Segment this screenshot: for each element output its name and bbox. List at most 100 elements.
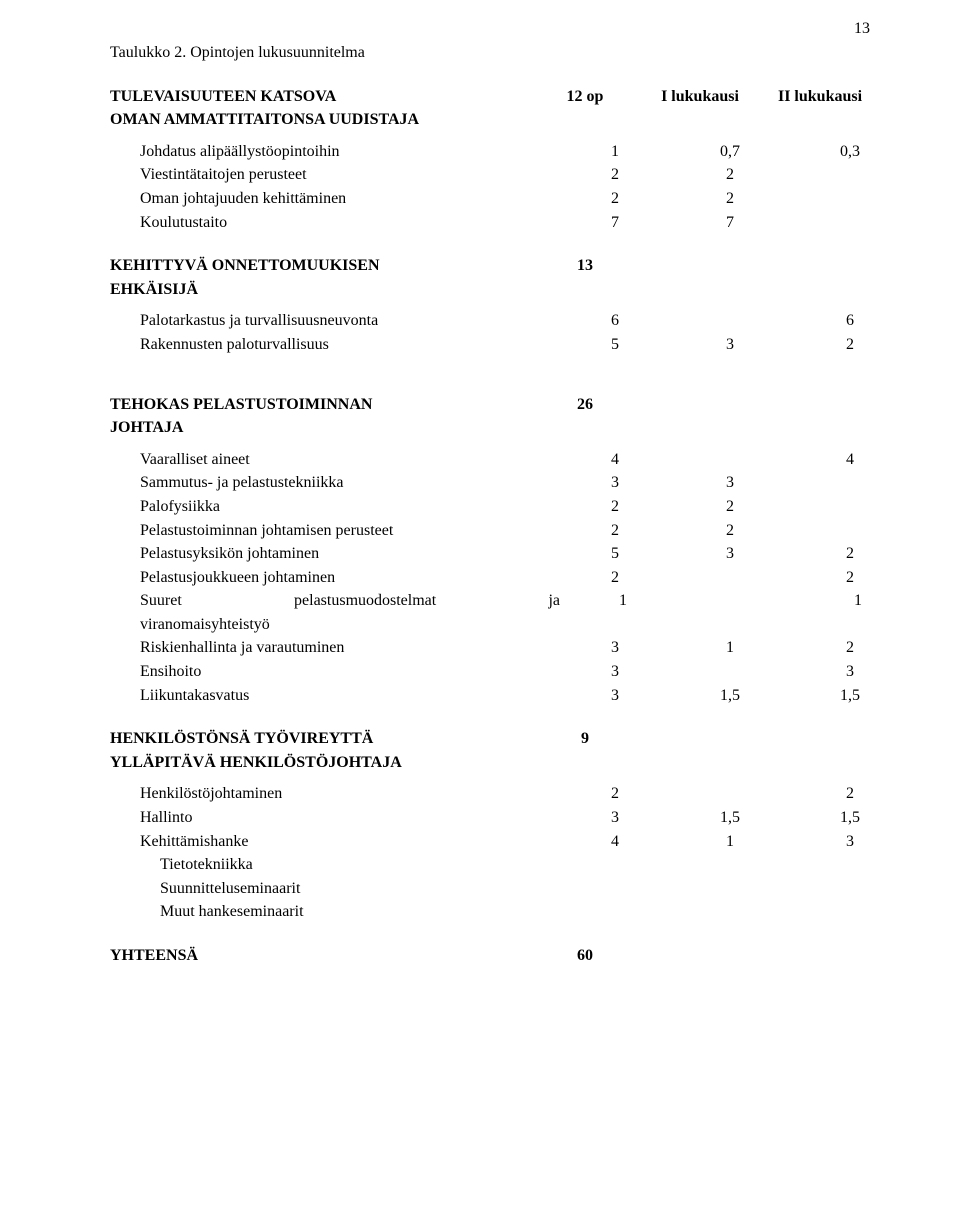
row-label: Hallinto bbox=[110, 807, 560, 829]
cell-op: 2 bbox=[560, 783, 670, 805]
cell-a: 7 bbox=[670, 212, 790, 234]
section1-title-2: OMAN AMMATTITAITONSA UUDISTAJA bbox=[110, 109, 530, 131]
row-label: Viestintätaitojen perusteet bbox=[110, 164, 560, 186]
cell-op: 1 bbox=[568, 590, 678, 612]
cell-op: 2 bbox=[560, 520, 670, 542]
section4-title-2: YLLÄPITÄVÄ HENKILÖSTÖJOHTAJA bbox=[110, 752, 530, 774]
cell-a: 2 bbox=[670, 520, 790, 542]
subrow-label: Muut hankeseminaarit bbox=[110, 901, 580, 923]
section-heading-cont: YLLÄPITÄVÄ HENKILÖSTÖJOHTAJA bbox=[110, 752, 870, 774]
cell-op: 2 bbox=[560, 164, 670, 186]
section-heading: TULEVAISUUTEEN KATSOVA 12 op I lukukausi… bbox=[110, 86, 870, 108]
row-label: Vaaralliset aineet bbox=[110, 449, 560, 471]
cell-op: 4 bbox=[560, 831, 670, 853]
table-row: Oman johtajuuden kehittäminen22 bbox=[110, 188, 870, 210]
row-label: Liikuntakasvatus bbox=[110, 685, 560, 707]
caption-text: Taulukko 2. Opintojen lukusuunnitelma bbox=[110, 42, 365, 64]
section-heading: TEHOKAS PELASTUSTOIMINNAN 26 bbox=[110, 394, 870, 416]
table-row: Palotarkastus ja turvallisuusneuvonta66 bbox=[110, 310, 870, 332]
table-row: Ensihoito33 bbox=[110, 661, 870, 683]
cell-op: 2 bbox=[560, 496, 670, 518]
row-label: Palofysiikka bbox=[110, 496, 560, 518]
cell-b: 2 bbox=[790, 543, 910, 565]
cell-b: 1,5 bbox=[790, 685, 910, 707]
row-label: Johdatus alipäällystöopintoihin bbox=[110, 141, 560, 163]
row-label: Kehittämishanke bbox=[110, 831, 560, 853]
row-label: Rakennusten paloturvallisuus bbox=[110, 334, 560, 356]
table-row: Riskienhallinta ja varautuminen312 bbox=[110, 637, 870, 659]
cell-op: 3 bbox=[560, 472, 670, 494]
total-label: YHTEENSÄ bbox=[110, 945, 530, 967]
cell-b: 1,5 bbox=[790, 807, 910, 829]
table-row: Liikuntakasvatus31,51,5 bbox=[110, 685, 870, 707]
cell-op: 3 bbox=[560, 685, 670, 707]
wide-right: ja bbox=[548, 590, 560, 612]
cell-b: 2 bbox=[790, 637, 910, 659]
cell-op: 4 bbox=[560, 449, 670, 471]
cell-a: 2 bbox=[670, 164, 790, 186]
table-row: Pelastustoiminnan johtamisen perusteet22 bbox=[110, 520, 870, 542]
table-subrow: Tietotekniikka bbox=[110, 854, 870, 876]
row-label: Sammutus- ja pelastustekniikka bbox=[110, 472, 560, 494]
section-heading-cont: JOHTAJA bbox=[110, 417, 870, 439]
header-col-b: II lukukausi bbox=[760, 86, 880, 108]
table-row: Koulutustaito77 bbox=[110, 212, 870, 234]
total-op: 60 bbox=[530, 945, 640, 967]
cell-a: 2 bbox=[670, 188, 790, 210]
table-row-cont: viranomaisyhteistyö bbox=[110, 614, 870, 636]
row-label: Oman johtajuuden kehittäminen bbox=[110, 188, 560, 210]
row-label: Pelastustoiminnan johtamisen perusteet bbox=[110, 520, 560, 542]
table-row: Palofysiikka22 bbox=[110, 496, 870, 518]
cell-a: 1,5 bbox=[670, 685, 790, 707]
section-heading: KEHITTYVÄ ONNETTOMUUKISEN 13 bbox=[110, 255, 870, 277]
row-label: Pelastusyksikön johtaminen bbox=[110, 543, 560, 565]
cell-a: 0,7 bbox=[670, 141, 790, 163]
cell-a: 1,5 bbox=[670, 807, 790, 829]
section3-title-2: JOHTAJA bbox=[110, 417, 530, 439]
table-row: Hallinto31,51,5 bbox=[110, 807, 870, 829]
page: 13 Taulukko 2. Opintojen lukusuunnitelma… bbox=[0, 0, 960, 1029]
section-heading: HENKILÖSTÖNSÄ TYÖVIREYTTÄ 9 bbox=[110, 728, 870, 750]
cell-b: 1 bbox=[798, 590, 918, 612]
cell-a: 2 bbox=[670, 496, 790, 518]
row-label: Pelastusjoukkueen johtaminen bbox=[110, 567, 560, 589]
section-heading-cont: OMAN AMMATTITAITONSA UUDISTAJA bbox=[110, 109, 870, 131]
page-number: 13 bbox=[854, 20, 870, 38]
wide-left: Suuret bbox=[140, 590, 182, 612]
table-subrow: Muut hankeseminaarit bbox=[110, 901, 870, 923]
row-label: Palotarkastus ja turvallisuusneuvonta bbox=[110, 310, 560, 332]
subrow-label: Tietotekniikka bbox=[110, 854, 580, 876]
cell-op: 2 bbox=[560, 567, 670, 589]
header-op: 12 op bbox=[530, 86, 640, 108]
section4-op: 9 bbox=[530, 728, 640, 750]
table-row: Henkilöstöjohtaminen22 bbox=[110, 783, 870, 805]
cell-b: 6 bbox=[790, 310, 910, 332]
cell-a: 3 bbox=[670, 334, 790, 356]
section2-title-1: KEHITTYVÄ ONNETTOMUUKISEN bbox=[110, 255, 530, 277]
section3-title-1: TEHOKAS PELASTUSTOIMINNAN bbox=[110, 394, 530, 416]
cell-op: 2 bbox=[560, 188, 670, 210]
cell-b: 2 bbox=[790, 783, 910, 805]
row-label: Koulutustaito bbox=[110, 212, 560, 234]
cell-b: 2 bbox=[790, 567, 910, 589]
cell-b: 3 bbox=[790, 831, 910, 853]
table-row: Suuret pelastusmuodostelmat ja 1 1 bbox=[110, 590, 870, 612]
table-row: Vaaralliset aineet44 bbox=[110, 449, 870, 471]
wide-label: Suuret pelastusmuodostelmat ja bbox=[110, 590, 568, 612]
table-caption: Taulukko 2. Opintojen lukusuunnitelma bbox=[110, 42, 870, 64]
cell-b: 4 bbox=[790, 449, 910, 471]
cell-a: 3 bbox=[670, 543, 790, 565]
table-subrow: Suunnitteluseminaarit bbox=[110, 878, 870, 900]
row-label: Ensihoito bbox=[110, 661, 560, 683]
table-row: Pelastusyksikön johtaminen532 bbox=[110, 543, 870, 565]
table-row: Sammutus- ja pelastustekniikka33 bbox=[110, 472, 870, 494]
cell-b: 0,3 bbox=[790, 141, 910, 163]
cell-op: 1 bbox=[560, 141, 670, 163]
cell-b: 3 bbox=[790, 661, 910, 683]
section3-op: 26 bbox=[530, 394, 640, 416]
table-row: Pelastusjoukkueen johtaminen22 bbox=[110, 567, 870, 589]
cell-op: 3 bbox=[560, 637, 670, 659]
section2-op: 13 bbox=[530, 255, 640, 277]
table-row: Viestintätaitojen perusteet22 bbox=[110, 164, 870, 186]
section4-title-1: HENKILÖSTÖNSÄ TYÖVIREYTTÄ bbox=[110, 728, 530, 750]
